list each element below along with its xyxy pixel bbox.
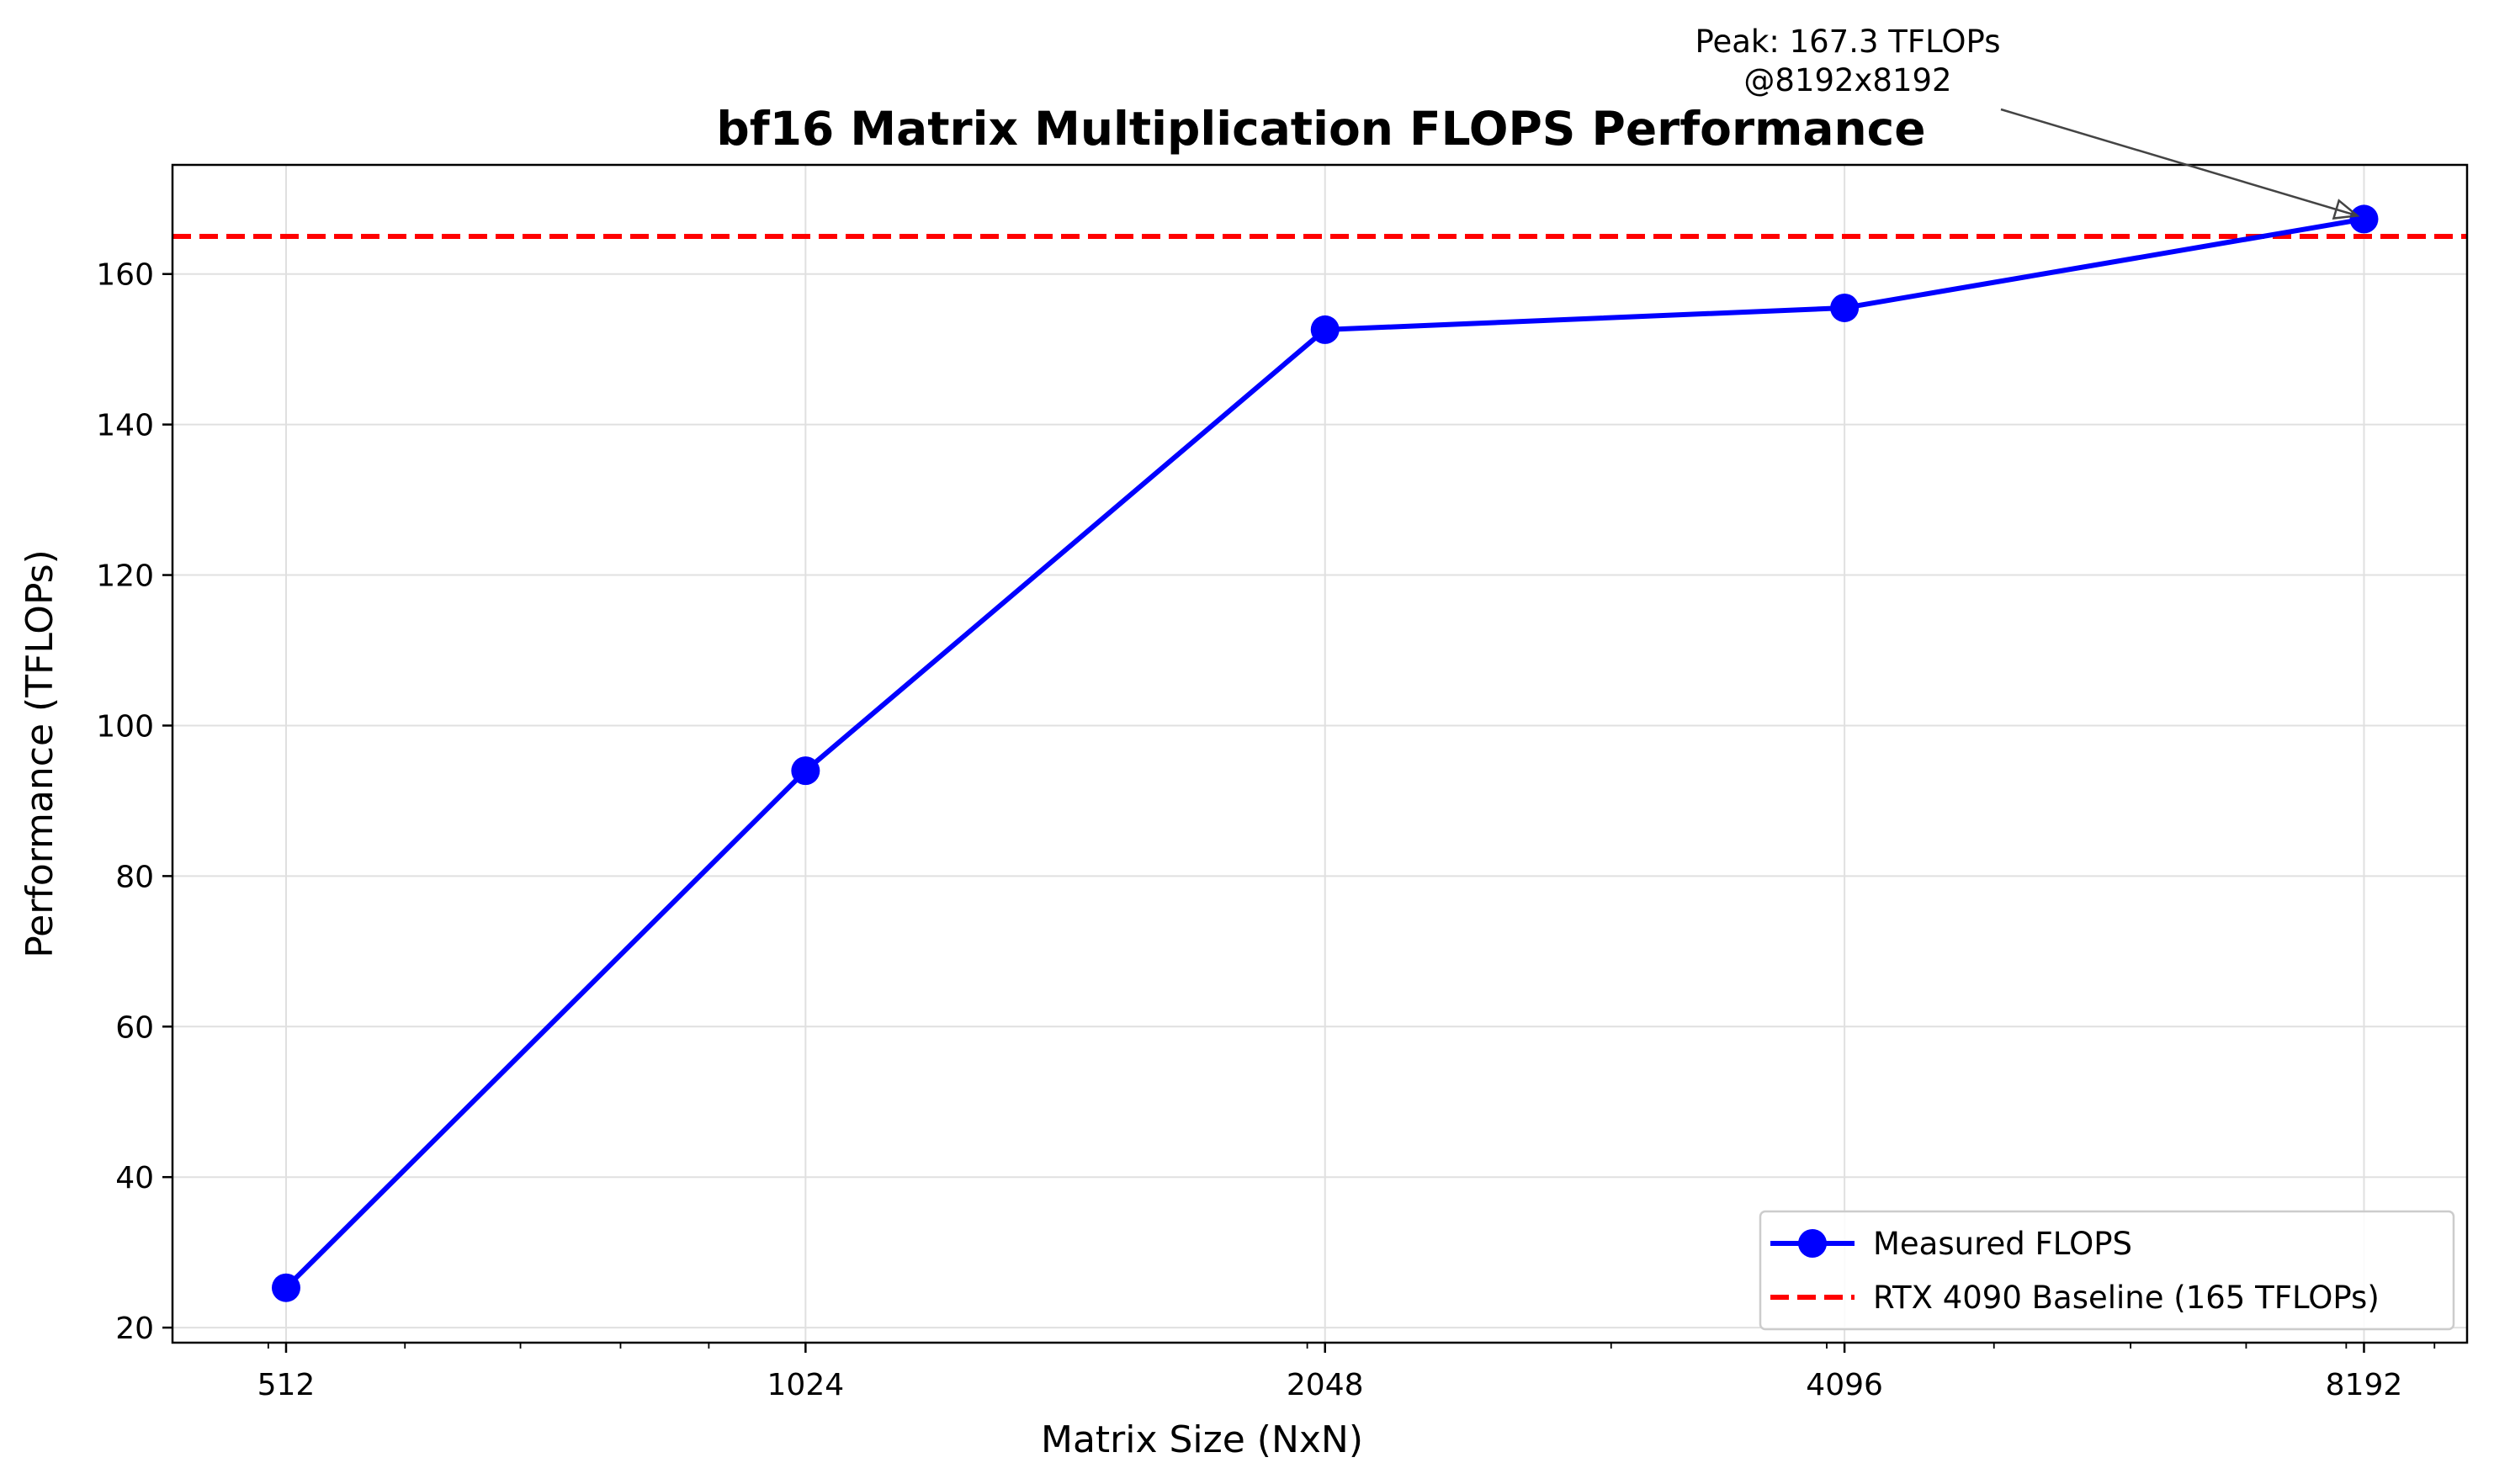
peak-annotation: Peak: 167.3 TFLOPs @8192x8192 [1695, 24, 2360, 220]
data-point [1310, 315, 1340, 344]
data-point [791, 756, 820, 786]
peak-annotation-arrow [2000, 108, 2358, 217]
y-tick-label: 100 [96, 709, 154, 744]
peak-annotation-line-2: @8192x8192 [1743, 62, 1951, 98]
x-axis-title: Matrix Size (NxN) [1041, 1418, 1363, 1461]
plot-content [172, 204, 2467, 1302]
peak-annotation-arrowhead [2332, 199, 2360, 220]
y-tick-label: 20 [115, 1312, 154, 1346]
data-points [271, 204, 2379, 1302]
x-tick-label: 8192 [2326, 1368, 2403, 1402]
x-tick-label: 4096 [1806, 1368, 1883, 1402]
data-point [2349, 204, 2379, 234]
y-tick-label: 120 [96, 559, 154, 594]
x-tick-label: 512 [257, 1368, 316, 1402]
x-tick-label: 1024 [767, 1368, 845, 1402]
legend-box [1759, 1210, 2455, 1331]
plot-area-frame [171, 163, 2469, 1344]
x-tick-label: 2048 [1287, 1368, 1364, 1402]
grid [172, 165, 2467, 1343]
ticks: 512 1024 2048 4096 8192 20 40 60 80 100 120 140 160 [96, 258, 2402, 1402]
y-tick-label: 40 [115, 1161, 154, 1195]
y-tick-label: 60 [115, 1010, 154, 1045]
y-axis-title: Performance (TFLOPs) [19, 549, 61, 958]
chart-title: bf16 Matrix Multiplication FLOPS Perform… [716, 102, 1925, 156]
legend-label-measured: Measured FLOPS [1873, 1226, 2132, 1262]
y-tick-label: 80 [115, 860, 154, 894]
legend-marker-measured [1798, 1229, 1827, 1258]
y-tick-label: 160 [96, 258, 154, 293]
legend: Measured FLOPS RTX 4090 Baseline (165 TF… [1759, 1210, 2455, 1331]
y-tick-label: 140 [96, 409, 154, 443]
peak-annotation-line-1: Peak: 167.3 TFLOPs [1695, 24, 2000, 60]
data-point [271, 1273, 300, 1302]
data-point [1830, 293, 1860, 322]
legend-label-baseline: RTX 4090 Baseline (165 TFLOPs) [1873, 1280, 2380, 1316]
